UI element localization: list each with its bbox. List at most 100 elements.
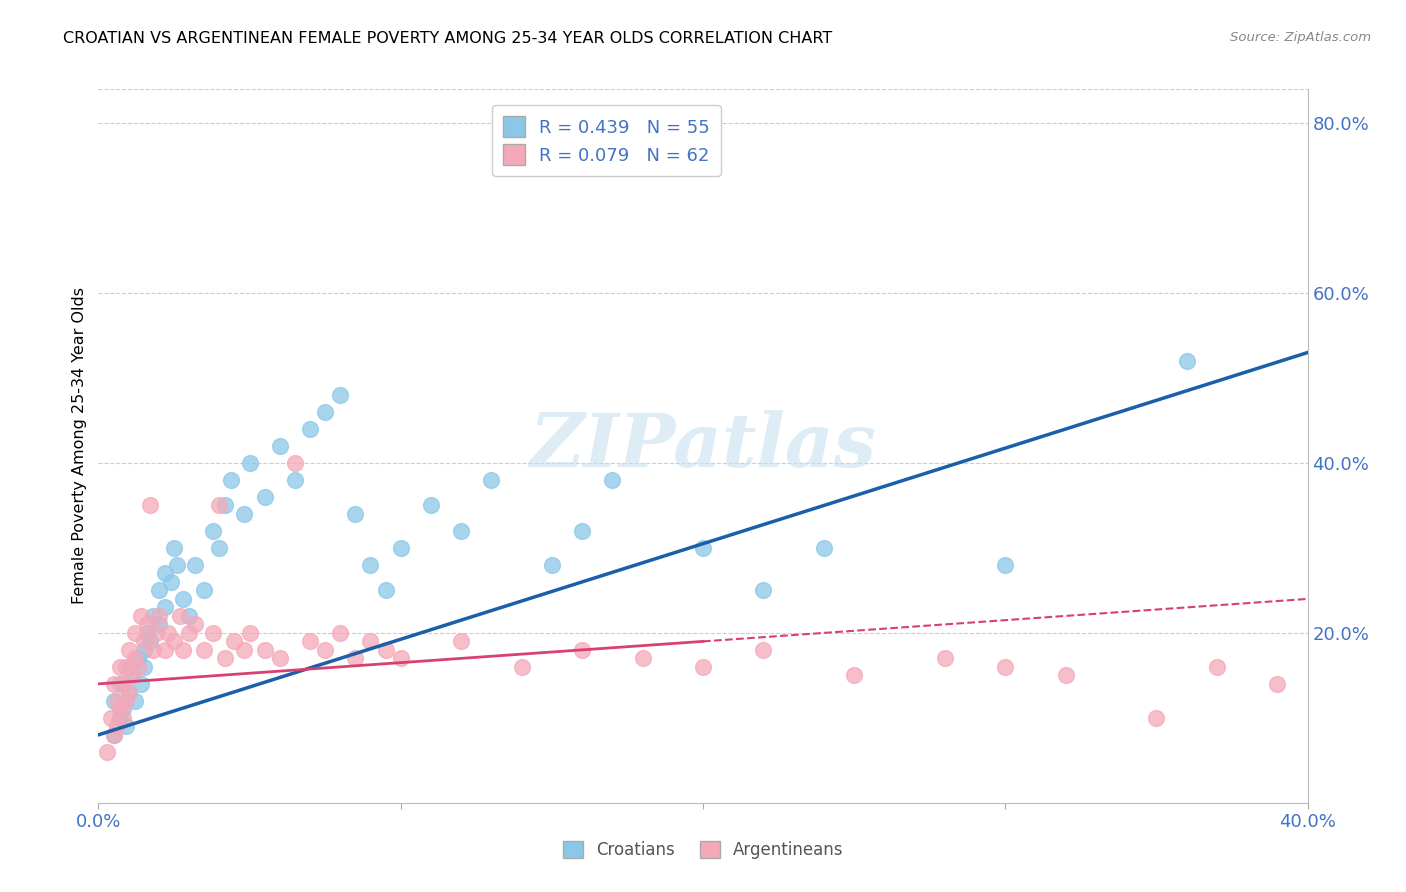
Point (129, 677, 152, 691)
Point (1144, 711, 1167, 725)
Point (329, 626, 352, 640)
Point (360, 558, 382, 572)
Point (224, 634, 246, 648)
Point (221, 473, 243, 487)
Point (360, 634, 382, 648)
Point (202, 626, 225, 640)
Point (344, 651, 367, 665)
Point (450, 634, 472, 648)
Point (253, 643, 276, 657)
Point (100, 711, 122, 725)
Point (132, 660, 155, 674)
Point (994, 558, 1017, 572)
Point (108, 702, 131, 716)
Legend: Croatians, Argentineans: Croatians, Argentineans (555, 834, 851, 866)
Point (344, 507, 367, 521)
Point (420, 499, 443, 513)
Point (299, 634, 322, 648)
Point (232, 643, 254, 657)
Point (105, 694, 128, 708)
Y-axis label: Female Poverty Among 25-34 Year Olds: Female Poverty Among 25-34 Year Olds (72, 287, 87, 605)
Point (156, 626, 179, 640)
Point (269, 651, 291, 665)
Point (253, 490, 276, 504)
Point (103, 728, 125, 742)
Point (571, 643, 593, 657)
Point (208, 499, 231, 513)
Point (166, 558, 188, 572)
Point (184, 617, 207, 632)
Point (111, 711, 134, 725)
Point (602, 473, 624, 487)
Point (813, 541, 835, 555)
Point (139, 499, 162, 513)
Point (111, 702, 134, 716)
Point (124, 626, 146, 640)
Point (631, 651, 654, 665)
Point (571, 524, 593, 538)
Point (299, 422, 322, 436)
Text: ZIPatlas: ZIPatlas (530, 409, 876, 483)
Point (239, 626, 262, 640)
Point (114, 660, 136, 674)
Point (232, 507, 254, 521)
Point (96, 745, 118, 759)
Point (139, 634, 162, 648)
Point (844, 668, 866, 682)
Point (169, 608, 191, 623)
Point (127, 660, 149, 674)
Point (153, 643, 176, 657)
Point (160, 574, 183, 589)
Point (108, 660, 131, 674)
Point (994, 660, 1017, 674)
Point (142, 643, 165, 657)
Point (132, 643, 155, 657)
Point (108, 711, 131, 725)
Point (184, 558, 207, 572)
Point (111, 677, 134, 691)
Point (135, 626, 157, 640)
Point (284, 473, 307, 487)
Point (114, 719, 136, 733)
Point (450, 524, 472, 538)
Point (752, 643, 775, 657)
Point (329, 388, 352, 402)
Point (934, 651, 956, 665)
Point (121, 668, 143, 682)
Point (374, 583, 396, 598)
Point (269, 439, 291, 453)
Point (127, 651, 149, 665)
Point (103, 677, 125, 691)
Point (163, 634, 186, 648)
Point (374, 643, 396, 657)
Point (389, 651, 412, 665)
Point (692, 541, 714, 555)
Point (135, 617, 157, 632)
Point (105, 719, 128, 733)
Point (121, 668, 143, 682)
Point (163, 541, 186, 555)
Point (118, 660, 141, 674)
Point (172, 643, 194, 657)
Point (179, 608, 201, 623)
Point (510, 660, 533, 674)
Point (114, 694, 136, 708)
Point (118, 643, 141, 657)
Point (193, 583, 215, 598)
Point (118, 685, 141, 699)
Point (148, 608, 170, 623)
Point (153, 600, 176, 615)
Point (145, 626, 167, 640)
Text: Source: ZipAtlas.com: Source: ZipAtlas.com (1230, 31, 1371, 45)
Point (103, 728, 125, 742)
Point (214, 499, 236, 513)
Point (692, 660, 714, 674)
Point (481, 473, 503, 487)
Point (214, 651, 236, 665)
Point (108, 677, 131, 691)
Point (179, 626, 201, 640)
Point (239, 456, 262, 470)
Point (284, 456, 307, 470)
Point (129, 608, 152, 623)
Point (172, 591, 194, 606)
